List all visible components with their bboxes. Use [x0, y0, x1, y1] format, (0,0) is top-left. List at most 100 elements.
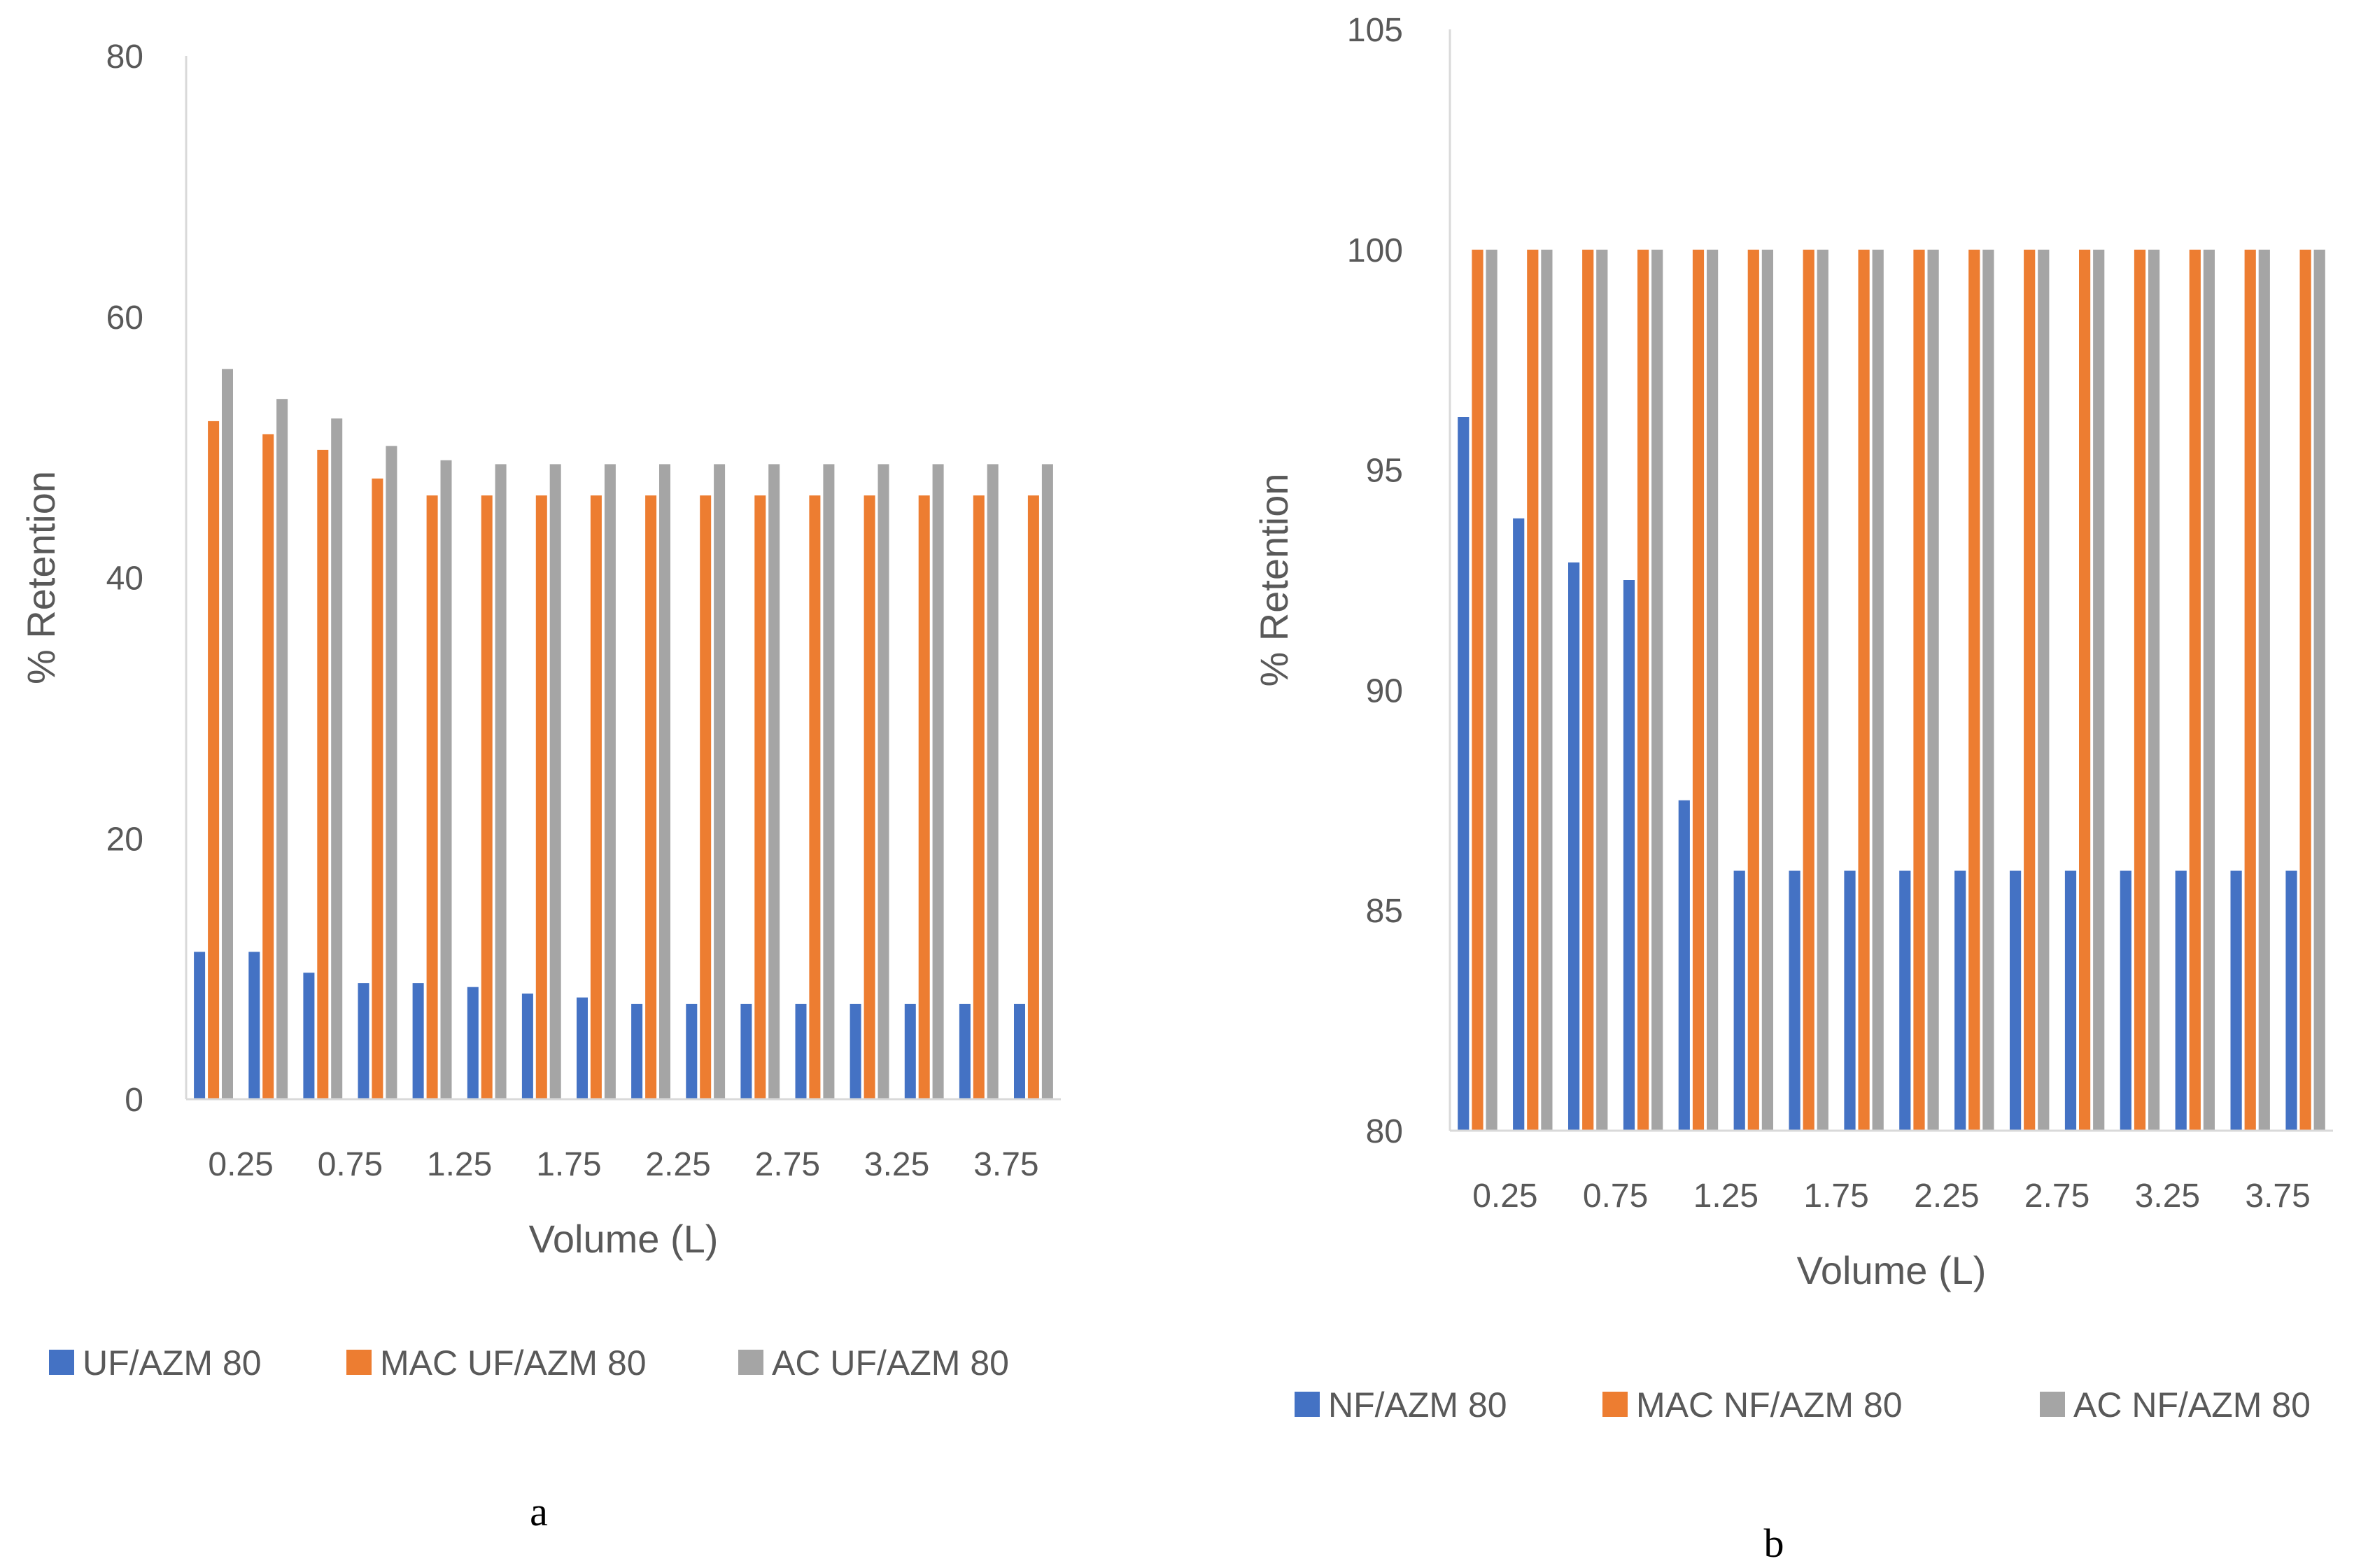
x-tick-label: 0.25 [208, 1146, 273, 1183]
legend-swatch [346, 1350, 372, 1375]
legend-label: AC NF/AZM 80 [2073, 1385, 2311, 1425]
x-tick-label: 0.75 [318, 1146, 383, 1183]
bar-ac-uf-azm-80-1.5 [495, 464, 507, 1099]
bar-uf-azm-80-0.25 [194, 952, 206, 1099]
bar-mac-uf-azm-80-0.75 [317, 449, 329, 1099]
bar-mac-nf-azm-80-2.25 [1913, 249, 1925, 1131]
bar-ac-uf-azm-80-2 [604, 464, 616, 1099]
bar-ac-uf-azm-80-0.75 [331, 418, 343, 1099]
bar-mac-nf-azm-80-2.75 [2024, 249, 2036, 1131]
y-axis-title: % Retention [1252, 473, 1296, 686]
bar-uf-azm-80-1.75 [521, 994, 533, 1099]
bar-uf-azm-80-1.25 [412, 983, 424, 1099]
legend-swatch [1295, 1392, 1320, 1417]
bar-ac-uf-azm-80-3.75 [987, 464, 999, 1099]
bar-mac-nf-azm-80-2.5 [1968, 249, 1980, 1131]
bar-ac-uf-azm-80-2.5 [714, 464, 726, 1099]
bar-mac-nf-azm-80-3.25 [2134, 249, 2146, 1131]
bar-nf-azm-80-1 [1623, 580, 1635, 1131]
legend-label: UF/AZM 80 [83, 1343, 262, 1383]
panel-label: b [1764, 1520, 1784, 1566]
y-tick-label: 95 [1366, 453, 1403, 490]
bar-mac-uf-azm-80-0.25 [208, 421, 220, 1099]
legend-label: NF/AZM 80 [1328, 1385, 1507, 1425]
bar-uf-azm-80-1 [358, 983, 369, 1099]
bar-mac-uf-azm-80-3.5 [918, 495, 930, 1099]
bar-mac-nf-azm-80-1.5 [1747, 249, 1759, 1131]
bar-ac-uf-azm-80-1.75 [549, 464, 561, 1099]
bar-ac-uf-azm-80-3.25 [878, 464, 889, 1099]
bar-mac-uf-azm-80-3 [809, 495, 821, 1099]
bar-mac-nf-azm-80-1 [1637, 249, 1649, 1131]
bar-ac-nf-azm-80-3 [2093, 249, 2105, 1131]
bar-mac-nf-azm-80-0.25 [1472, 249, 1483, 1131]
y-axis-title: % Retention [19, 471, 63, 684]
bar-mac-nf-azm-80-2 [1858, 249, 1870, 1131]
bar-nf-azm-80-2.75 [2010, 870, 2022, 1131]
bar-nf-azm-80-1.25 [1678, 800, 1690, 1131]
bar-ac-uf-azm-80-3 [823, 464, 835, 1099]
y-tick-label: 85 [1366, 893, 1403, 930]
bar-mac-uf-azm-80-1.25 [426, 495, 438, 1099]
bar-mac-nf-azm-80-3.75 [2244, 249, 2256, 1131]
bar-uf-azm-80-1.5 [467, 987, 479, 1099]
y-tick-label: 105 [1347, 12, 1403, 49]
x-tick-label: 2.75 [2024, 1178, 2089, 1215]
bar-ac-nf-azm-80-0.5 [1541, 249, 1553, 1131]
x-tick-label: 2.75 [755, 1146, 820, 1183]
x-tick-label: 3.25 [864, 1146, 929, 1183]
bar-ac-uf-azm-80-4 [1041, 464, 1053, 1099]
y-tick-label: 60 [106, 299, 143, 337]
x-axis-title: Volume (L) [529, 1217, 719, 1261]
y-tick-label: 100 [1347, 232, 1403, 269]
bar-mac-uf-azm-80-0.5 [262, 434, 274, 1099]
x-axis-title: Volume (L) [1797, 1248, 1987, 1292]
legend-swatch [738, 1350, 763, 1375]
y-tick-label: 20 [106, 821, 143, 858]
bar-mac-uf-azm-80-2.25 [645, 495, 657, 1099]
bar-mac-uf-azm-80-2.5 [700, 495, 712, 1099]
bar-ac-nf-azm-80-1.25 [1707, 249, 1719, 1131]
chart-b: 80 85 90 95 100 105 0.25 0.75 1.25 1.75 2.25 2.75 3.… [1252, 12, 2333, 1566]
x-tick-label: 0.75 [1583, 1178, 1648, 1215]
bar-mac-nf-azm-80-3 [2079, 249, 2091, 1131]
bar-uf-azm-80-3.5 [904, 1003, 916, 1099]
x-tick-label: 2.25 [1914, 1178, 1979, 1215]
bar-mac-uf-azm-80-2 [590, 495, 602, 1099]
bar-nf-azm-80-2.5 [1954, 870, 1966, 1131]
bar-nf-azm-80-4 [2285, 870, 2297, 1131]
x-tick-label: 1.25 [427, 1146, 492, 1183]
bar-ac-nf-azm-80-1 [1651, 249, 1663, 1131]
bar-nf-azm-80-3.75 [2230, 870, 2242, 1131]
bar-ac-uf-azm-80-3.5 [932, 464, 944, 1099]
bar-ac-nf-azm-80-0.25 [1486, 249, 1497, 1131]
bar-mac-nf-azm-80-4 [2299, 249, 2311, 1131]
bar-ac-nf-azm-80-0.75 [1596, 249, 1608, 1131]
x-tick-label: 1.75 [1803, 1178, 1868, 1215]
bar-ac-uf-azm-80-0.25 [222, 369, 233, 1099]
bar-uf-azm-80-2 [577, 997, 588, 1099]
bar-ac-uf-azm-80-1 [386, 446, 397, 1099]
bar-uf-azm-80-3.75 [959, 1003, 971, 1099]
bar-ac-nf-azm-80-2.25 [1927, 249, 1939, 1131]
bar-uf-azm-80-0.5 [248, 952, 260, 1099]
bar-mac-nf-azm-80-0.5 [1527, 249, 1539, 1131]
bar-ac-uf-azm-80-2.75 [768, 464, 780, 1099]
bar-nf-azm-80-2 [1844, 870, 1856, 1131]
legend-label: AC UF/AZM 80 [772, 1343, 1009, 1383]
x-tick-label: 3.25 [2135, 1178, 2200, 1215]
bar-ac-nf-azm-80-3.5 [2203, 249, 2215, 1131]
bar-ac-nf-azm-80-2.75 [2038, 249, 2050, 1131]
bar-mac-uf-azm-80-1 [372, 478, 383, 1099]
y-tick-label: 0 [125, 1082, 143, 1119]
x-tick-label: 0.25 [1472, 1178, 1537, 1215]
bar-ac-nf-azm-80-3.25 [2148, 249, 2160, 1131]
x-tick-label: 3.75 [973, 1146, 1038, 1183]
bar-nf-azm-80-3.25 [2120, 870, 2131, 1131]
bar-mac-uf-azm-80-2.75 [754, 495, 766, 1099]
y-tick-label: 40 [106, 560, 143, 598]
y-tick-label: 80 [1366, 1113, 1403, 1150]
bar-mac-nf-azm-80-1.25 [1692, 249, 1705, 1131]
